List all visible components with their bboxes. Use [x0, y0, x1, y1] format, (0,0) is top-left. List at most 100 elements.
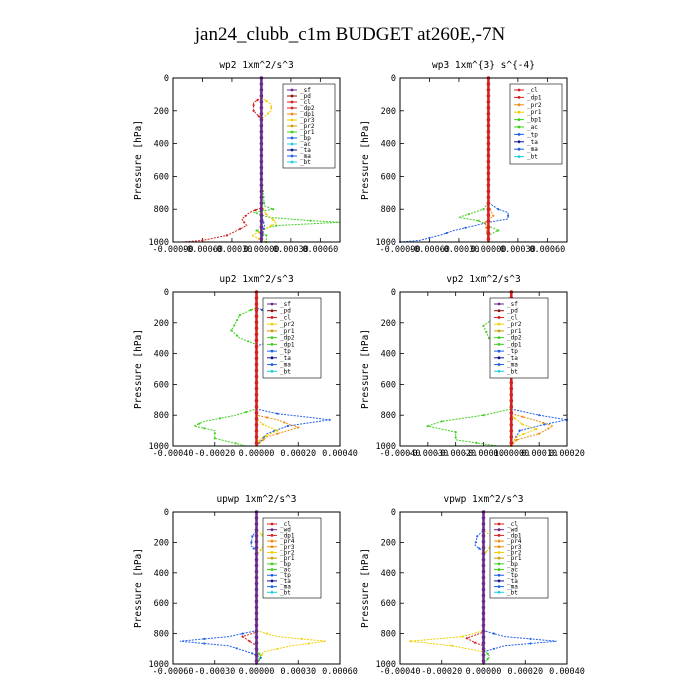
x-tick-label: -0.00060 [153, 667, 194, 677]
y-tick-label: 0 [391, 288, 396, 298]
data-point [254, 641, 259, 645]
legend-marker [270, 562, 274, 566]
legend-marker [497, 356, 501, 360]
y-tick-label: 600 [154, 380, 169, 390]
data-point [547, 427, 550, 430]
legend-label: _bp [507, 561, 518, 568]
legend-marker [270, 336, 274, 340]
data-point [254, 308, 259, 312]
data-point [276, 429, 279, 432]
legend-marker [270, 363, 274, 366]
data-point [486, 657, 489, 661]
legend-label: _pr1 [527, 109, 542, 116]
y-tick-label: 600 [154, 599, 169, 609]
data-point [247, 340, 250, 343]
legend-marker [270, 349, 274, 353]
data-point [513, 417, 517, 420]
data-point [251, 535, 254, 538]
plot-frame [399, 77, 568, 243]
x-tick-label: 0.00030 [280, 667, 316, 677]
legend-label: _ta [300, 147, 311, 154]
series-line [410, 512, 495, 664]
data-point [481, 540, 486, 544]
data-point [254, 429, 259, 433]
data-point [251, 652, 254, 655]
legend-marker [497, 585, 501, 589]
data-point [203, 427, 206, 430]
data-point [225, 234, 229, 237]
data-point [297, 426, 300, 429]
y-tick-label: 600 [381, 380, 396, 390]
data-point [265, 416, 268, 419]
data-point [481, 546, 486, 550]
legend-label: _pr2 [280, 549, 295, 556]
x-tick-label: -0.00090 [153, 245, 194, 255]
data-point [254, 326, 259, 331]
legend-marker [270, 556, 274, 560]
legend-label: _pr2 [527, 102, 542, 109]
data-point [259, 548, 262, 552]
data-point [265, 434, 268, 437]
data-point [481, 569, 486, 574]
data-point [509, 398, 514, 403]
data-point [477, 219, 480, 222]
data-point [509, 380, 514, 385]
legend-marker [517, 88, 521, 92]
legend-label: _tp [527, 131, 538, 138]
panel-title: wp2 1xm^2/s^3 [219, 60, 293, 71]
data-point [276, 412, 279, 415]
legend-label: _tp [280, 572, 291, 579]
data-point [254, 569, 259, 574]
data-point [254, 522, 259, 526]
legend-label: _ac [527, 124, 538, 131]
legend-label: _dp1 [280, 341, 295, 348]
data-point [259, 82, 264, 86]
data-point [254, 617, 259, 622]
legend-label: _pr4 [507, 538, 522, 545]
y-tick-label: 0 [391, 508, 396, 518]
data-point [259, 213, 264, 217]
legend-marker [270, 579, 274, 583]
data-point [486, 165, 491, 170]
data-point [328, 418, 331, 421]
legend-label: _pr3 [300, 117, 315, 124]
y-tick-label: 1000 [376, 442, 396, 452]
x-tick-label: -0.00020 [194, 449, 235, 459]
data-point [486, 219, 491, 223]
legend-label: _ta [507, 578, 518, 585]
data-point [535, 428, 538, 431]
figure-title: jan24_clubb_c1m BUDGET at260E,-7N [194, 24, 506, 45]
x-tick-label: -0.00020 [435, 449, 476, 459]
data-point [259, 117, 264, 122]
data-point [486, 135, 491, 140]
data-point [521, 415, 524, 418]
data-point [254, 563, 259, 568]
data-point [262, 227, 265, 230]
legend-marker [497, 573, 501, 577]
y-tick-label: 1000 [149, 442, 169, 452]
data-point [254, 659, 259, 663]
legend-label: _dp2 [300, 105, 315, 112]
x-tick-label: -0.00040 [153, 449, 194, 459]
y-axis-label: Pressure [hPa] [133, 329, 144, 409]
plot-frame [172, 77, 341, 243]
legend-label: _ta [507, 355, 518, 362]
data-point [230, 329, 233, 332]
data-point [481, 599, 486, 604]
data-point [440, 420, 443, 423]
data-point [509, 386, 514, 391]
data-point [481, 534, 486, 538]
legend-marker [270, 551, 274, 554]
y-tick-label: 0 [391, 74, 396, 84]
legend-marker [290, 94, 294, 98]
data-point [486, 117, 491, 122]
legend-label: _ma [280, 362, 291, 369]
x-tick-label: 0.00060 [529, 245, 565, 255]
data-point [259, 112, 264, 116]
data-point [254, 611, 259, 616]
legend-marker [270, 545, 274, 549]
legend-marker [270, 590, 274, 594]
data-point [467, 213, 470, 216]
legend-label: _ac [280, 567, 291, 574]
legend-marker [497, 556, 501, 560]
